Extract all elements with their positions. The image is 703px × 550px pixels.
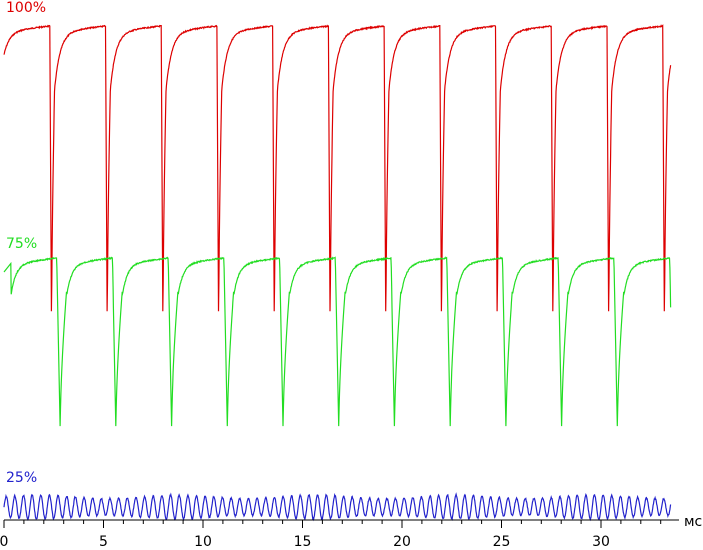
label-layer: 100% 75% 25%: [6, 0, 46, 486]
x-tick-label: 0: [0, 534, 8, 550]
series-line-2: [3, 256, 672, 427]
x-tick-label: 10: [194, 534, 212, 550]
x-tick-label: 30: [592, 534, 610, 550]
series-layer: [3, 24, 672, 522]
x-axis-unit: мс: [684, 514, 702, 530]
series-label-2: 75%: [6, 236, 37, 252]
x-tick-label: 25: [493, 534, 511, 550]
ticks-layer: 0 5 10 15 20 25 30: [0, 520, 662, 550]
x-tick-label: 15: [294, 534, 312, 550]
series-line-3: [3, 492, 672, 522]
x-tick-label: 5: [99, 534, 108, 550]
x-tick-label: 20: [393, 534, 411, 550]
series-label-1: 100%: [6, 0, 46, 16]
series-label-3: 25%: [6, 470, 37, 486]
series-line-1: [3, 24, 672, 312]
